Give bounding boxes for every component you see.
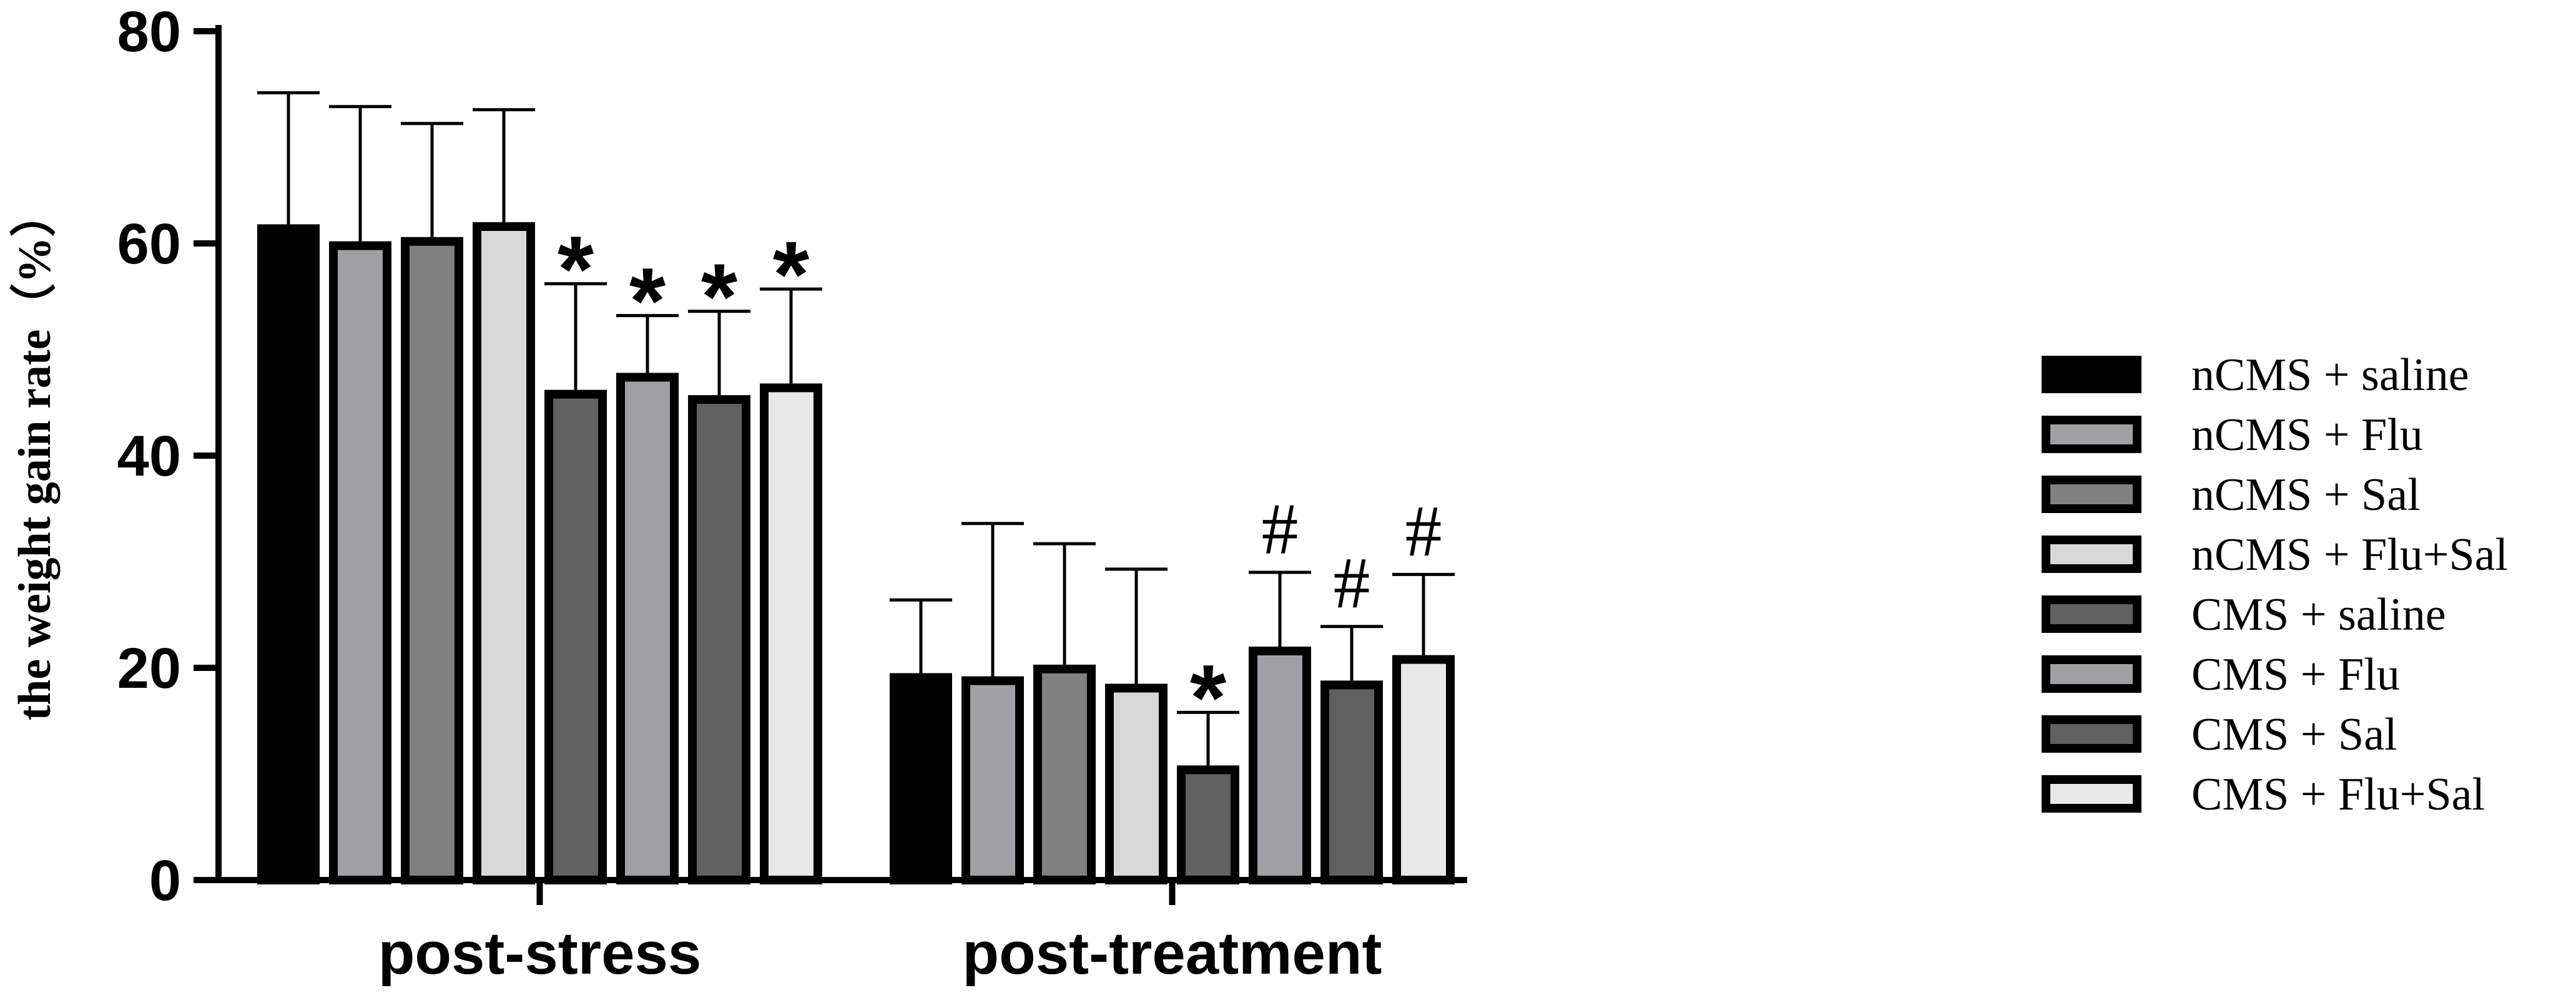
legend-swatch (2042, 536, 2141, 573)
legend-label: CMS + Flu+Sal (2191, 769, 2485, 820)
plot-area: * * * * * # # # (257, 91, 1455, 885)
bar (688, 395, 750, 884)
legend-label: nCMS + Sal (2191, 469, 2421, 521)
y-tick-label: 80 (117, 0, 181, 64)
significance-star: * (773, 222, 810, 326)
significance-hash: # (1405, 490, 1442, 572)
bar (616, 373, 679, 884)
bar (1105, 683, 1168, 884)
legend-label: nCMS + Flu (2191, 409, 2423, 461)
bar (1177, 765, 1239, 885)
y-tick-label: 60 (117, 212, 181, 276)
bar (890, 673, 952, 884)
y-tick-label: 0 (149, 849, 181, 912)
significance-star: * (701, 244, 738, 349)
bar (401, 237, 463, 884)
x-category-label: post-treatment (962, 920, 1382, 987)
legend-label: CMS + saline (2191, 589, 2446, 640)
bar (1033, 664, 1096, 885)
y-axis-title: the weight gain rate（%） (9, 191, 61, 721)
legend-label: nCMS + saline (2191, 350, 2469, 401)
legend-swatch (2042, 655, 2141, 693)
legend-swatch (2042, 775, 2141, 813)
legend-swatch (2042, 595, 2141, 633)
significance-star: * (558, 217, 594, 321)
bar (544, 389, 607, 884)
legend-label: nCMS + Flu+Sal (2191, 529, 2508, 580)
significance-star: * (629, 248, 666, 353)
bar (473, 222, 535, 884)
bar (1392, 655, 1455, 884)
legend-swatch (2042, 476, 2141, 513)
bar (760, 383, 822, 884)
bar (961, 676, 1024, 884)
bar (1249, 647, 1311, 884)
legend-swatch (2042, 356, 2141, 393)
significance-hash: # (1334, 542, 1370, 624)
legend: nCMS + saline nCMS + Flu nCMS + Sal nCMS + … (2042, 350, 2508, 820)
significance-hash: # (1262, 488, 1299, 570)
legend-swatch (2042, 715, 2141, 753)
significance-star: * (1190, 645, 1227, 750)
x-category-label: post-stress (378, 920, 702, 987)
legend-swatch (2042, 416, 2141, 453)
legend-label: CMS + Sal (2191, 709, 2397, 760)
bar (257, 224, 320, 884)
legend-label: CMS + Flu (2191, 649, 2400, 700)
bar (329, 241, 391, 885)
axes: 0 20 40 60 80 post-stress post-treatment (117, 0, 1467, 987)
y-tick-label: 40 (117, 424, 181, 488)
bar (1320, 680, 1383, 885)
y-tick-label: 20 (117, 637, 181, 700)
